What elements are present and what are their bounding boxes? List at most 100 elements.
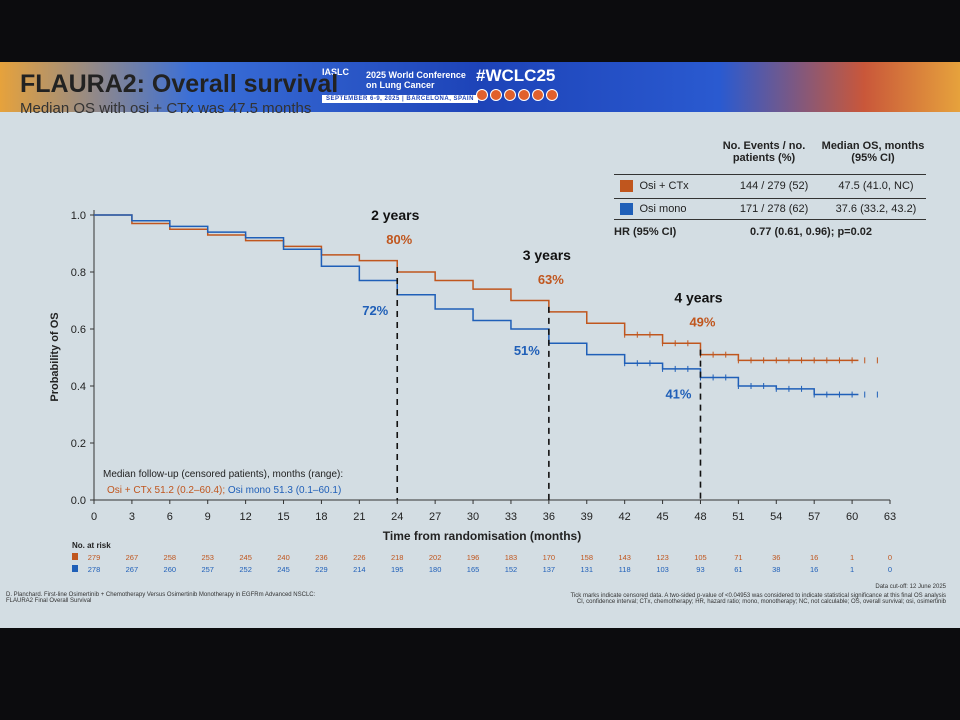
conference-name: 2025 World Conference on Lung Cancer bbox=[366, 70, 466, 90]
x-tick-label: 24 bbox=[391, 511, 403, 523]
x-tick-label: 3 bbox=[129, 511, 135, 523]
at-risk-count: 0 bbox=[888, 565, 892, 574]
at-risk-count: 226 bbox=[353, 553, 366, 562]
at-risk-count: 258 bbox=[164, 553, 177, 562]
survival-curve-osi-ctx bbox=[94, 214, 859, 362]
y-tick-label: 0.8 bbox=[71, 267, 86, 279]
conference-logo: IASLC 2025 World Conference on Lung Canc… bbox=[322, 67, 490, 107]
at-risk-count: 71 bbox=[734, 553, 742, 562]
conference-banner: IASLC 2025 World Conference on Lung Canc… bbox=[0, 62, 960, 112]
at-risk-count: 165 bbox=[467, 565, 480, 574]
at-risk-swatch bbox=[72, 553, 78, 560]
at-risk-count: 0 bbox=[888, 553, 892, 562]
y-tick-label: 1.0 bbox=[71, 210, 86, 222]
subtitle: Median OS with osi + CTx was 47.5 months bbox=[20, 100, 312, 117]
x-tick-label: 63 bbox=[884, 511, 896, 523]
at-risk-count: 143 bbox=[618, 553, 631, 562]
at-risk-count: 236 bbox=[315, 553, 328, 562]
y-tick-label: 0.2 bbox=[71, 438, 86, 450]
facebook-icon bbox=[476, 89, 488, 101]
x-tick-label: 48 bbox=[694, 511, 706, 523]
y-tick-label: 0.4 bbox=[71, 381, 86, 393]
at-risk-count: 131 bbox=[581, 565, 594, 574]
reference: D. Planchard. First-line Osimertinib + C… bbox=[6, 592, 316, 604]
hr-value: 0.77 (0.61, 0.96); p=0.02 bbox=[750, 226, 872, 238]
youtube-icon bbox=[532, 89, 544, 101]
legend-row-osi-ctx: Osi + CTx 144 / 279 (52) 47.5 (41.0, NC) bbox=[614, 174, 926, 196]
at-risk-count: 196 bbox=[467, 553, 480, 562]
at-risk-count: 267 bbox=[126, 553, 139, 562]
footnotes: Data cut-off: 12 June 2025 Tick marks in… bbox=[506, 584, 946, 605]
at-risk-count: 245 bbox=[239, 553, 252, 562]
at-risk-count: 229 bbox=[315, 565, 328, 574]
abbreviations: CI, confidence interval; CTx, chemothera… bbox=[576, 599, 946, 605]
data-cutoff: Data cut-off: 12 June 2025 bbox=[875, 584, 946, 590]
x-tick-label: 30 bbox=[467, 511, 479, 523]
at-risk-count: 118 bbox=[619, 565, 631, 574]
x-tick-label: 15 bbox=[277, 511, 289, 523]
legend-label: Osi mono bbox=[639, 203, 687, 215]
landmark-label: 4 years bbox=[674, 290, 722, 306]
y-tick-label: 0.0 bbox=[71, 495, 86, 507]
y-tick-label: 0.6 bbox=[71, 324, 86, 336]
at-risk-count: 152 bbox=[505, 565, 518, 574]
x-tick-label: 33 bbox=[505, 511, 517, 523]
at-risk-count: 1 bbox=[850, 565, 854, 574]
x-tick-label: 12 bbox=[239, 511, 251, 523]
at-risk-count: 16 bbox=[810, 553, 818, 562]
at-risk-label: No. at risk bbox=[72, 541, 111, 550]
legend-events: 144 / 279 (52) bbox=[739, 179, 809, 192]
at-risk-count: 279 bbox=[88, 553, 101, 562]
wechat-icon bbox=[546, 89, 558, 101]
hr-label: HR (95% CI) bbox=[614, 226, 677, 238]
slide: IASLC 2025 World Conference on Lung Canc… bbox=[0, 62, 960, 628]
x-tick-label: 18 bbox=[315, 511, 327, 523]
at-risk-count: 278 bbox=[88, 565, 101, 574]
x-tick-label: 54 bbox=[770, 511, 782, 523]
org-name: IASLC bbox=[322, 67, 349, 77]
at-risk-count: 240 bbox=[277, 553, 290, 562]
at-risk-count: 267 bbox=[126, 565, 139, 574]
at-risk-count: 1 bbox=[850, 553, 854, 562]
landmark-osi-mono-value: 41% bbox=[665, 387, 691, 402]
x-tick-label: 6 bbox=[167, 511, 173, 523]
at-risk-count: 183 bbox=[505, 553, 518, 562]
legend-median: 37.6 (33.2, 43.2) bbox=[835, 203, 917, 215]
at-risk-count: 214 bbox=[353, 565, 366, 574]
at-risk-count: 195 bbox=[391, 565, 404, 574]
followup-osi-ctx: Osi + CTx 51.2 (0.2–60.4); bbox=[107, 485, 228, 496]
legend-label: Osi + CTx bbox=[639, 179, 689, 192]
at-risk-count: 16 bbox=[810, 565, 818, 574]
at-risk-count: 180 bbox=[429, 565, 442, 574]
at-risk-count: 38 bbox=[772, 565, 780, 574]
x-tick-label: 60 bbox=[846, 511, 858, 523]
legend-header-median: Median OS, months (95% CI) bbox=[821, 140, 925, 164]
at-risk-count: 253 bbox=[201, 553, 214, 562]
at-risk-count: 202 bbox=[429, 553, 442, 562]
orange-swatch bbox=[620, 179, 634, 192]
landmark-osi-ctx-value: 80% bbox=[386, 232, 412, 247]
at-risk-count: 36 bbox=[772, 553, 780, 562]
followup-values: Osi + CTx 51.2 (0.2–60.4); Osi mono 51.3… bbox=[107, 485, 341, 496]
x-icon bbox=[504, 89, 516, 101]
survival-curve-osi-mono bbox=[94, 214, 859, 396]
landmark-label: 2 years bbox=[371, 207, 419, 223]
x-tick-label: 42 bbox=[619, 511, 631, 523]
at-risk-count: 218 bbox=[391, 553, 404, 562]
at-risk-count: 93 bbox=[696, 565, 704, 574]
x-tick-label: 0 bbox=[91, 511, 97, 523]
y-axis-label: Probability of OS bbox=[49, 312, 61, 401]
landmark-osi-ctx-value: 49% bbox=[689, 315, 715, 330]
x-tick-label: 27 bbox=[429, 511, 441, 523]
followup-osi-mono: Osi mono 51.3 (0.1–60.1) bbox=[228, 485, 341, 496]
followup-title: Median follow-up (censored patients), mo… bbox=[103, 469, 343, 480]
instagram-icon bbox=[518, 89, 530, 101]
conference-dates: SEPTEMBER 6-9, 2025 | BARCELONA, SPAIN bbox=[322, 95, 478, 103]
social-icons bbox=[476, 88, 560, 106]
at-risk-count: 260 bbox=[164, 565, 177, 574]
legend-header-events: No. Events / no. patients (%) bbox=[722, 140, 806, 164]
at-risk-swatch bbox=[72, 565, 78, 572]
at-risk-count: 61 bbox=[734, 565, 742, 574]
landmark-label: 3 years bbox=[523, 247, 571, 263]
